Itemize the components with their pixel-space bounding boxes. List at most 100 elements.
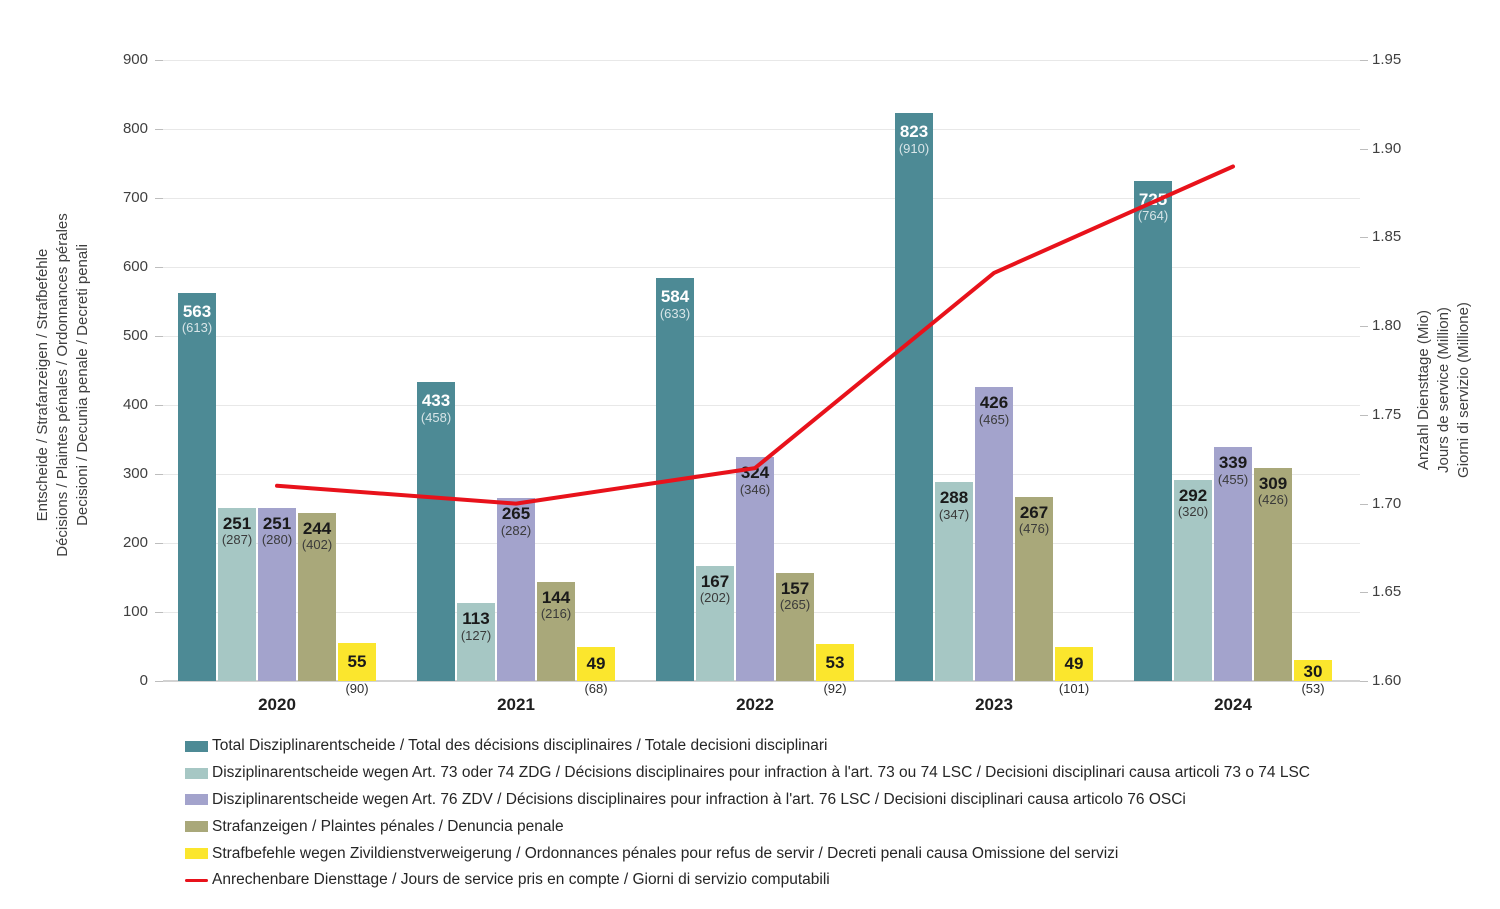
y-axis-tick-left [155,681,163,682]
bar-value-label: 49 [577,654,615,674]
gridline [163,336,1360,337]
legend-label: Disziplinarentscheide wegen Art. 73 oder… [212,764,1310,782]
x-axis-label: 2020 [258,695,296,714]
gridline [163,60,1360,61]
bar-value-label: 563 (613) [178,302,216,336]
bar: 324 (346) [736,457,774,681]
bar-value-label: 251 (287) [218,514,256,548]
plot-area: 563 (613) 433 (458) 584 (633) 823 (910) 725 (764)… [163,60,1360,695]
legend-item: Anrechenbare Diensttage / Jours de servi… [185,867,1310,894]
bar-secondary-label: (426) [1257,492,1289,508]
bar-value-label: 53 [816,653,854,673]
bar-secondary-label: (402) [301,537,333,553]
y-axis-tick-label-left: 500 [122,327,148,344]
bar: 265 (282) [497,498,535,681]
y-axis-tick-label-left: 900 [122,51,148,68]
bar-value: 426 [979,393,1009,413]
legend-item: Strafbefehle wegen Zivildienstverweigeru… [185,840,1310,867]
y-axis-tick-label-left: 300 [122,465,148,482]
bar-value-label: 30 [1294,662,1332,682]
x-axis-line [163,680,1360,682]
y-axis-tick-label-left: 100 [122,603,148,620]
bar-value: 49 [1064,654,1084,674]
y-axis-tick-left [155,543,163,544]
y-axis-tick-label-left: 800 [122,120,148,137]
y-axis-tick-right [1360,326,1368,328]
y-axis-tick-label-left: 200 [122,534,148,551]
bar-value-label: 167 (202) [696,572,734,606]
bar-secondary-label: (320) [1177,504,1209,520]
bar-value-label: 823 (910) [895,122,933,156]
y-axis-tick-right [1360,681,1368,682]
x-axis-label: 2024 [1214,695,1252,714]
y-axis-tick-right [1360,592,1368,594]
bar-secondary-label: (633) [659,305,691,321]
bar-secondary-label: (287) [221,532,253,548]
bar-secondary-label: (347) [938,506,970,522]
bar: 823 (910) [895,113,933,681]
legend-swatch [185,740,208,752]
bar-secondary-label: (216) [540,606,572,622]
right-axis-title-line: Jours de service (Million) [1435,307,1452,473]
bar: 309 (426) [1254,467,1292,681]
bar: 157 (265) [776,572,814,681]
bar-value: 292 [1178,485,1208,505]
bar: 339 (455) [1214,447,1252,681]
bar-value: 265 [501,504,531,524]
bar-value-label: 433 (458) [417,391,455,425]
bar-value: 309 [1258,473,1288,493]
bar-secondary-label: (202) [699,590,731,606]
y-axis-tick-left [155,267,163,268]
y-axis-tick-label-left: 400 [122,396,148,413]
y-axis-tick-left [155,474,163,475]
legend-label: Strafanzeigen / Plaintes pénales / Denun… [212,817,564,835]
y-axis-tick-label-left: 700 [122,189,148,206]
bar: 53 [816,644,854,681]
bar-secondary-label: (68) [584,681,608,696]
bar: 251 (287) [218,507,256,681]
left-axis-title: Entscheide / Strafanzeigen / Strafbefehl… [33,35,93,735]
legend: Total Disziplinarentscheide / Total des … [185,733,1310,894]
y-axis-tick-label-right: 1.80 [1372,317,1402,335]
bar-secondary-label: (346) [739,482,771,497]
y-axis-tick-left [155,336,163,337]
left-axis-title-line: Entscheide / Strafanzeigen / Strafbefehl… [34,248,51,522]
y-axis-tick-label-right: 1.85 [1372,228,1402,246]
bar: 563 (613) [178,292,216,681]
bar-secondary-label: (764) [1137,208,1169,224]
bar-value: 339 [1218,453,1248,473]
bar: 725 (764) [1134,180,1172,681]
y-axis-tick-label-left: 0 [139,672,148,689]
bar: 426 (465) [975,387,1013,681]
bar-value: 433 [421,391,451,411]
bar-value-label: 144 (216) [537,588,575,622]
bar: 30 [1294,660,1332,681]
bar: 244 (402) [298,512,336,681]
left-axis-title-line: Decisioni / Decunia penale / Decreti pen… [74,244,91,526]
bar-secondary-label: (282) [500,522,532,538]
bar-secondary-label: (280) [261,532,293,548]
bar-value-label: 49 [1055,654,1093,674]
x-axis-label: 2022 [736,695,774,714]
bar: 167 (202) [696,565,734,681]
legend-line-swatch [185,878,208,883]
bar-value-label: 292 (320) [1174,486,1212,520]
bar-value: 823 [899,122,929,142]
bar-value-label: 157 (265) [776,579,814,613]
bar-value-label: 339 (455) [1214,453,1252,487]
legend-swatch [185,767,208,779]
legend-item: Disziplinarentscheide wegen Art. 73 oder… [185,760,1310,787]
bar: 251 (280) [258,507,296,681]
y-axis-tick-right [1360,148,1368,150]
bar-value-label: 244 (402) [298,519,336,553]
gridline [163,405,1360,406]
bar-value-label: 113 (127) [457,609,495,643]
bar: 292 (320) [1174,479,1212,681]
bar-value: 49 [586,654,606,674]
bar-value: 55 [347,652,367,672]
bar-secondary-label: (910) [898,140,930,156]
bar-value: 584 [660,287,690,307]
bar-value-label: 55 [338,652,376,672]
bar-value-label: 426 (465) [975,393,1013,427]
